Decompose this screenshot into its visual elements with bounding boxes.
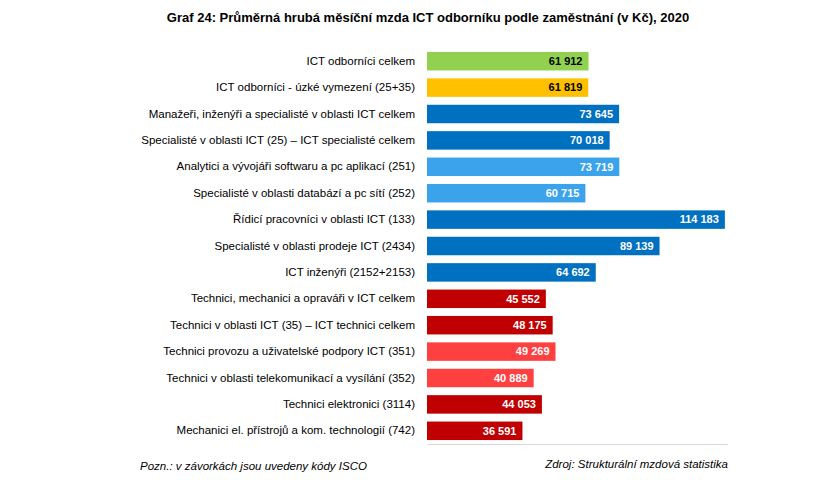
data-label: 45 552 bbox=[506, 293, 540, 305]
y-tick: Technici, mechanici a opraváři v ICT cel… bbox=[191, 292, 427, 304]
category-label: Specialisté v oblasti ICT (25) – ICT spe… bbox=[141, 134, 415, 146]
category-label: ICT inženýři (2152+2153) bbox=[285, 266, 415, 278]
data-label: 70 018 bbox=[570, 134, 604, 146]
y-tick: Řídicí pracovníci v oblasti ICT (133) bbox=[233, 213, 427, 225]
bar bbox=[427, 369, 534, 387]
y-tick: Manažeři, inženýři a specialisté v oblas… bbox=[149, 108, 427, 120]
category-label: Technici, mechanici a opraváři v ICT cel… bbox=[191, 292, 415, 304]
data-label: 44 053 bbox=[502, 398, 536, 410]
bar bbox=[427, 422, 522, 440]
bar bbox=[427, 131, 610, 149]
data-label: 40 889 bbox=[494, 372, 528, 384]
y-tick: Specialisté v oblasti ICT (25) – ICT spe… bbox=[141, 134, 427, 146]
bar bbox=[427, 395, 542, 413]
y-axis: ICT odborníci celkem ICT odborníci - úzké… bbox=[141, 55, 427, 437]
category-label: Technici v oblasti ICT (35) – ICT techni… bbox=[170, 319, 415, 331]
y-tick: ICT inženýři (2152+2153) bbox=[285, 266, 427, 278]
bars bbox=[427, 52, 725, 440]
data-label: 49 269 bbox=[516, 345, 550, 357]
data-label: 73 719 bbox=[580, 161, 614, 173]
category-label: Technici v oblasti telekomunikací a vysí… bbox=[166, 372, 415, 384]
category-label: ICT odborníci - úzké vymezení (25+35) bbox=[216, 81, 415, 93]
y-tick: ICT odborníci - úzké vymezení (25+35) bbox=[216, 81, 427, 93]
data-label: 48 175 bbox=[513, 319, 547, 331]
data-label: 64 692 bbox=[556, 266, 590, 278]
category-label: Řídicí pracovníci v oblasti ICT (133) bbox=[233, 213, 415, 225]
y-tick: Technici elektronici (3114) bbox=[283, 398, 427, 410]
chart: Graf 24: Průměrná hrubá měsíční mzda ICT… bbox=[0, 0, 840, 480]
bar bbox=[427, 210, 725, 228]
y-tick: Technici provozu a uživatelské podpory I… bbox=[163, 345, 427, 357]
data-label: 89 139 bbox=[620, 240, 654, 252]
y-tick: Mechanici el. přístrojů a kom. technolog… bbox=[177, 424, 427, 436]
x-axis-line bbox=[428, 444, 728, 445]
data-label: 60 715 bbox=[546, 187, 580, 199]
category-label: Technici elektronici (3114) bbox=[283, 398, 415, 410]
data-label: 114 183 bbox=[680, 213, 719, 225]
bar bbox=[427, 78, 588, 96]
y-tick: Specialisté v oblasti databází a pc sítí… bbox=[193, 187, 427, 199]
bar bbox=[427, 184, 585, 202]
data-label: 61 819 bbox=[549, 81, 583, 93]
category-label: ICT odborníci celkem bbox=[307, 55, 415, 67]
data-label: 36 591 bbox=[483, 425, 517, 437]
category-label: Mechanici el. přístrojů a kom. technolog… bbox=[177, 424, 416, 436]
y-tick: Technici v oblasti telekomunikací a vysí… bbox=[166, 372, 427, 384]
bar bbox=[427, 158, 619, 176]
bar bbox=[427, 342, 556, 360]
x-axis bbox=[428, 444, 728, 445]
y-tick: Analytici a vývojáři softwaru a pc aplik… bbox=[177, 160, 427, 172]
category-label: Manažeři, inženýři a specialisté v oblas… bbox=[149, 108, 415, 120]
category-label: Analytici a vývojáři softwaru a pc aplik… bbox=[177, 160, 416, 172]
note: Pozn.: v závorkách jsou uvedeny kódy ISC… bbox=[140, 460, 367, 472]
y-tick: Specialisté v oblasti prodeje ICT (2434) bbox=[214, 240, 427, 252]
source: Zdroj: Strukturální mzdová statistika bbox=[544, 458, 728, 470]
category-label: Specialisté v oblasti prodeje ICT (2434) bbox=[214, 240, 415, 252]
category-label: Specialisté v oblasti databází a pc sítí… bbox=[193, 187, 415, 199]
data-label: 61 912 bbox=[549, 55, 583, 67]
y-tick: Technici v oblasti ICT (35) – ICT techni… bbox=[170, 319, 427, 331]
bar bbox=[427, 290, 546, 308]
bar bbox=[427, 52, 589, 70]
bar bbox=[427, 263, 596, 281]
bar bbox=[427, 105, 619, 123]
category-label: Technici provozu a uživatelské podpory I… bbox=[163, 345, 415, 357]
data-label: 73 645 bbox=[579, 108, 613, 120]
bar bbox=[427, 316, 553, 334]
bar bbox=[427, 237, 660, 255]
data-labels: 61 912 61 819 73 645 70 018 73 719 60 715 114 … bbox=[483, 55, 719, 437]
title: Graf 24: Průměrná hrubá měsíční mzda ICT… bbox=[167, 10, 689, 25]
y-tick: ICT odborníci celkem bbox=[307, 55, 427, 67]
